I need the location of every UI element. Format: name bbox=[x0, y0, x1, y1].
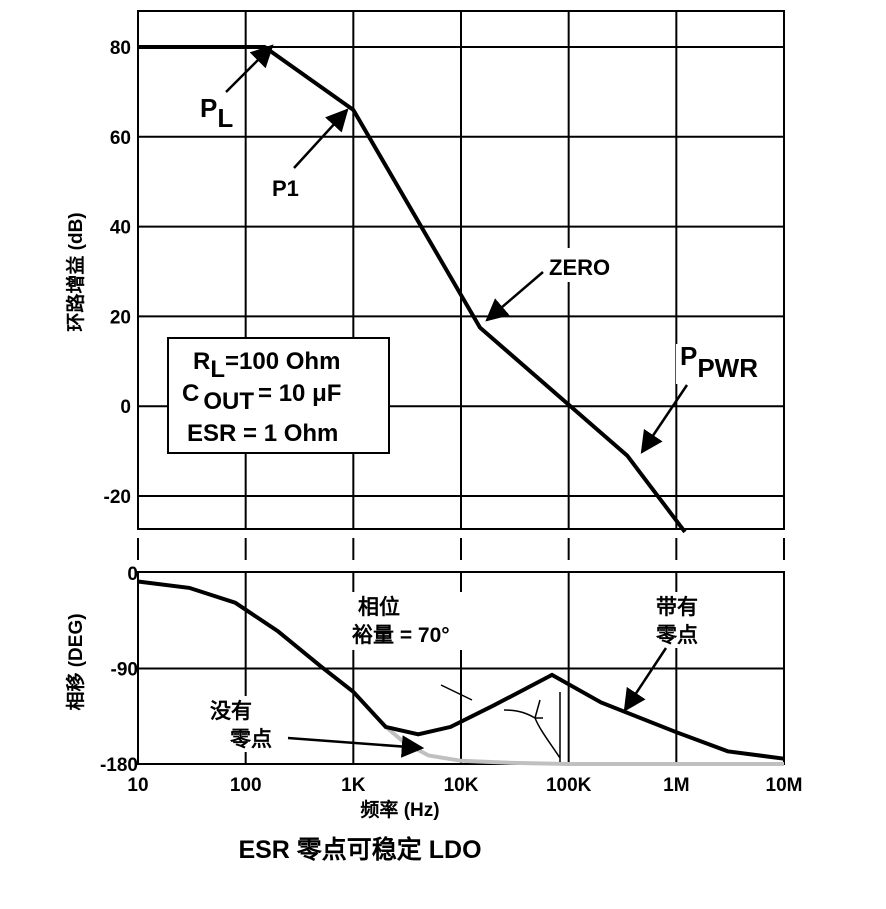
p1-arrow bbox=[293, 108, 349, 169]
phase-series-no-zero bbox=[384, 725, 784, 766]
no-zero-arrow bbox=[287, 735, 425, 758]
phase-y-tick-label: -180 bbox=[100, 755, 138, 776]
zero-arrow bbox=[485, 271, 544, 322]
annotation-zero: ZERO bbox=[549, 255, 610, 280]
param-rl-rest: =100 Ohm bbox=[225, 348, 340, 375]
param-rl: RL=100 Ohm bbox=[193, 348, 340, 383]
annotation-ppwr-main: P bbox=[680, 341, 697, 371]
gain-y-tick-label: 40 bbox=[110, 218, 131, 239]
with-zero-arrow bbox=[623, 647, 668, 712]
annotation-no-zero-1: 没有 bbox=[210, 699, 252, 723]
x-axis-label: 频率 (Hz) bbox=[360, 798, 439, 821]
phase-y-tick-label: -90 bbox=[111, 660, 138, 681]
phase-series-with-zero bbox=[137, 579, 785, 761]
x-tick-label: 1K bbox=[341, 775, 366, 796]
param-cout-rest: = 10 μF bbox=[258, 380, 341, 407]
p1-label-bg bbox=[268, 172, 308, 202]
param-rl-sub: L bbox=[210, 356, 225, 383]
param-cout-sub: OUT bbox=[203, 388, 254, 415]
phase-y-ticks: 0 -90 -180 bbox=[100, 564, 138, 776]
annotation-ppwr: PPWR bbox=[680, 341, 758, 383]
zero-label-bg bbox=[545, 248, 633, 282]
gain-frame bbox=[137, 10, 785, 530]
gain-y-axis-label: 环路增益 (dB) bbox=[64, 212, 87, 331]
x-tick-label: 100 bbox=[230, 775, 262, 796]
annotation-pl-main: P bbox=[200, 93, 217, 123]
phase-panel: 0 -90 -180 10 100 1K 10K 100K 1M 10M 相移 (DEG) 频率… bbox=[64, 564, 802, 821]
gain-y-ticks: 80 60 40 20 0 -20 bbox=[104, 38, 131, 508]
no-zero-label-bg bbox=[206, 696, 286, 752]
params-box bbox=[167, 337, 390, 454]
gain-y-tick-label: 60 bbox=[110, 128, 131, 149]
param-esr: ESR = 1 Ohm bbox=[187, 420, 338, 447]
ppwr-label-bg bbox=[676, 344, 771, 384]
phase-y-axis-label: 相移 (DEG) bbox=[64, 613, 87, 710]
margin-label-bg bbox=[350, 592, 472, 650]
annotation-with-zero-1: 带有 bbox=[656, 595, 698, 619]
x-tick-label: 100K bbox=[546, 775, 592, 796]
gain-y-tick-label: 20 bbox=[110, 307, 131, 328]
gain-y-tick-label: -20 bbox=[104, 487, 131, 508]
with-zero-label-bg bbox=[652, 592, 704, 648]
annotation-margin-1: 相位 bbox=[358, 595, 400, 619]
phase-frame bbox=[137, 571, 785, 765]
annotation-margin-2: 裕量 = 70° bbox=[352, 623, 450, 647]
annotation-ppwr-sub: PWR bbox=[697, 353, 758, 383]
gain-y-tick-label: 0 bbox=[120, 397, 131, 418]
gain-series-line bbox=[138, 45, 687, 534]
param-rl-main: R bbox=[193, 348, 210, 375]
gain-y-tick-label: 80 bbox=[110, 38, 131, 59]
phase-x-ticks: 10 100 1K 10K 100K 1M 10M bbox=[127, 775, 802, 796]
annotation-pl-sub: L bbox=[217, 103, 233, 133]
param-cout-main: C bbox=[182, 380, 199, 407]
annotation-with-zero-2: 零点 bbox=[655, 623, 698, 647]
panel-separator-ticks bbox=[137, 538, 785, 560]
x-tick-label: 1M bbox=[663, 775, 689, 796]
pl-arrow bbox=[225, 44, 274, 93]
pl-label-bg bbox=[196, 92, 240, 132]
phase-margin-bracket bbox=[503, 692, 561, 762]
annotation-p1: P1 bbox=[272, 176, 299, 201]
phase-y-tick-label: 0 bbox=[127, 564, 138, 585]
param-cout: C OUT = 10 μF bbox=[182, 380, 341, 415]
caption: ESR 零点可稳定 LDO bbox=[238, 835, 481, 864]
x-tick-label: 10 bbox=[127, 775, 148, 796]
annotation-no-zero-2: 零点 bbox=[229, 727, 272, 751]
x-tick-label: 10K bbox=[444, 775, 479, 796]
phase-margin-guide bbox=[440, 684, 473, 701]
ppwr-arrow bbox=[640, 384, 689, 454]
annotation-pl: PL bbox=[200, 93, 233, 133]
x-tick-label: 10M bbox=[766, 775, 803, 796]
